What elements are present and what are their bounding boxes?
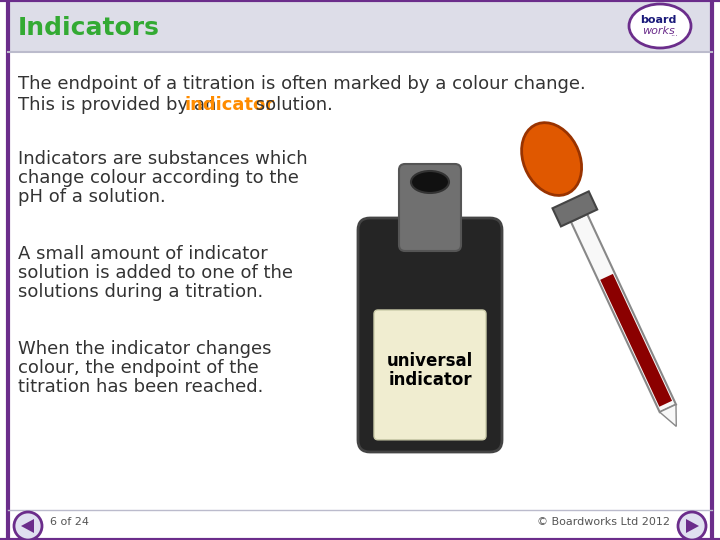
Polygon shape <box>686 519 699 533</box>
Polygon shape <box>660 404 676 427</box>
Text: universal: universal <box>387 352 473 370</box>
Polygon shape <box>600 274 672 407</box>
Text: A small amount of indicator: A small amount of indicator <box>18 245 268 263</box>
Text: 6 of 24: 6 of 24 <box>50 517 89 527</box>
Text: © Boardworks Ltd 2012: © Boardworks Ltd 2012 <box>537 517 670 527</box>
Polygon shape <box>552 191 597 226</box>
Circle shape <box>14 512 42 540</box>
FancyBboxPatch shape <box>374 310 486 440</box>
Text: colour, the endpoint of the: colour, the endpoint of the <box>18 359 258 377</box>
Ellipse shape <box>629 4 691 48</box>
FancyBboxPatch shape <box>358 218 502 452</box>
Text: solution is added to one of the: solution is added to one of the <box>18 264 293 282</box>
Polygon shape <box>21 519 34 533</box>
Text: solution.: solution. <box>250 96 333 114</box>
Text: This is provided by an: This is provided by an <box>18 96 222 114</box>
Text: change colour according to the: change colour according to the <box>18 169 299 187</box>
Text: pH of a solution.: pH of a solution. <box>18 188 166 206</box>
Circle shape <box>678 512 706 540</box>
Text: Indicators: Indicators <box>18 16 160 40</box>
Text: Indicators are substances which: Indicators are substances which <box>18 150 307 168</box>
Polygon shape <box>521 123 582 195</box>
Text: titration has been reached.: titration has been reached. <box>18 378 264 396</box>
Text: works: works <box>642 26 675 36</box>
Text: indicator: indicator <box>185 96 275 114</box>
Ellipse shape <box>411 171 449 193</box>
Text: ...: ... <box>670 29 678 37</box>
Text: The endpoint of a titration is often marked by a colour change.: The endpoint of a titration is often mar… <box>18 75 586 93</box>
Text: indicator: indicator <box>388 371 472 389</box>
Text: When the indicator changes: When the indicator changes <box>18 340 271 358</box>
Polygon shape <box>571 214 676 412</box>
Text: solutions during a titration.: solutions during a titration. <box>18 283 264 301</box>
Text: board: board <box>640 15 676 25</box>
Bar <box>8 0 712 52</box>
FancyBboxPatch shape <box>399 164 461 251</box>
